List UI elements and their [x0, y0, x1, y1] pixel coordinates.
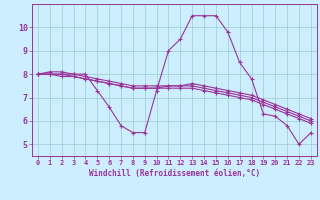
- X-axis label: Windchill (Refroidissement éolien,°C): Windchill (Refroidissement éolien,°C): [89, 169, 260, 178]
